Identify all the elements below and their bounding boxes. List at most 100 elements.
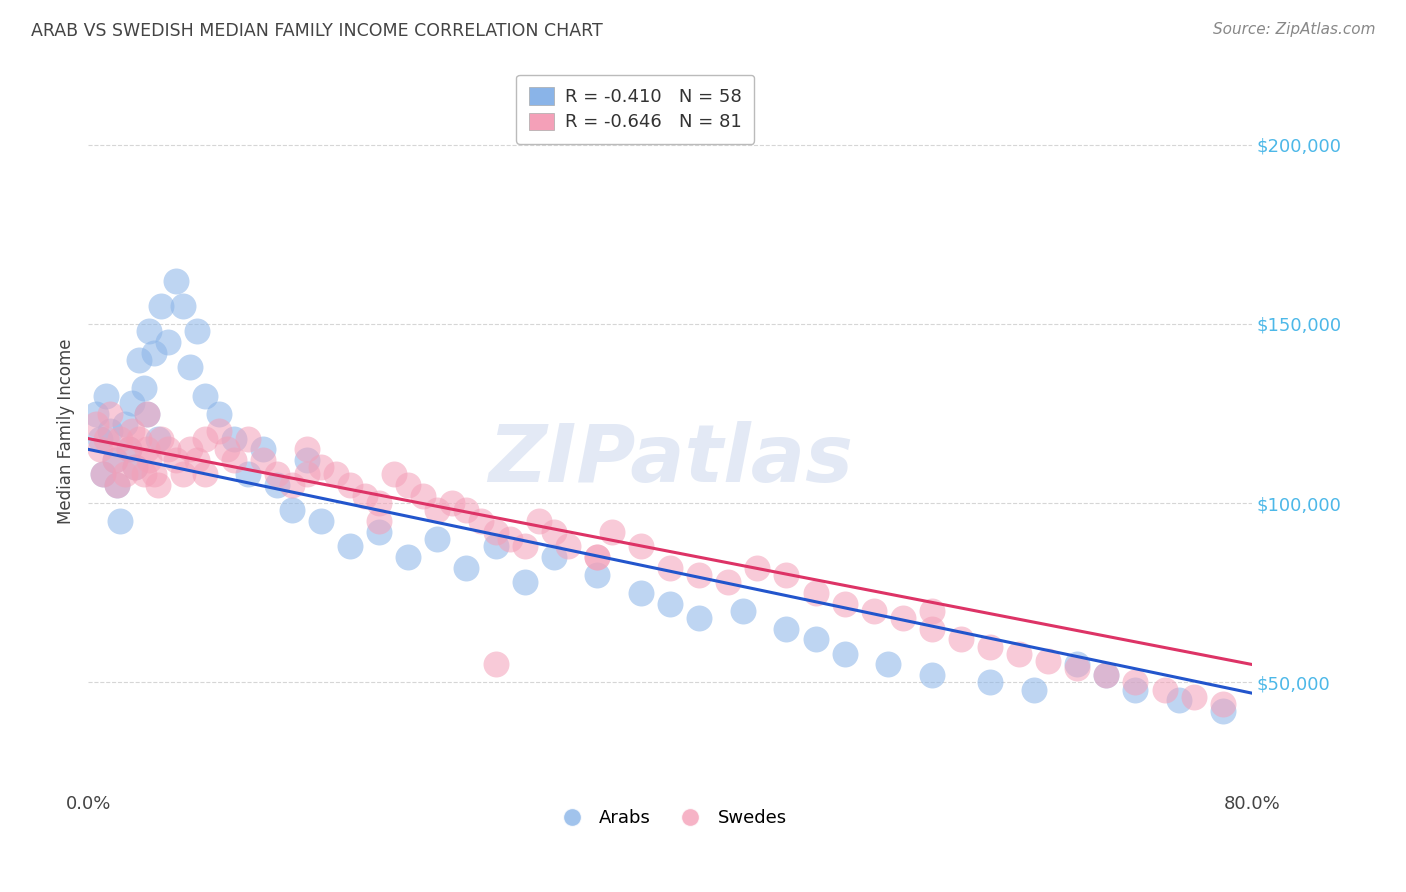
Point — [586, 549, 609, 564]
Point — [295, 442, 318, 457]
Point — [921, 622, 943, 636]
Point — [208, 425, 231, 439]
Point — [107, 478, 129, 492]
Point — [688, 611, 710, 625]
Point — [281, 503, 304, 517]
Point — [281, 478, 304, 492]
Point — [89, 442, 111, 457]
Point — [775, 567, 797, 582]
Point — [114, 467, 136, 482]
Point — [238, 467, 260, 482]
Point — [1008, 647, 1031, 661]
Point — [368, 514, 391, 528]
Point — [1125, 675, 1147, 690]
Point — [295, 453, 318, 467]
Point — [135, 407, 157, 421]
Legend: Arabs, Swedes: Arabs, Swedes — [547, 802, 794, 835]
Point — [353, 489, 375, 503]
Point — [121, 425, 143, 439]
Point — [368, 524, 391, 539]
Point — [91, 467, 114, 482]
Point — [148, 478, 170, 492]
Point — [138, 324, 160, 338]
Point — [630, 586, 652, 600]
Point — [586, 567, 609, 582]
Point — [309, 460, 332, 475]
Point — [949, 632, 972, 647]
Point — [979, 640, 1001, 654]
Point — [339, 478, 361, 492]
Point — [484, 657, 506, 672]
Point — [172, 299, 194, 313]
Point — [118, 442, 141, 457]
Point — [110, 432, 132, 446]
Point — [1095, 668, 1118, 682]
Point — [1212, 704, 1234, 718]
Point — [600, 524, 623, 539]
Point — [325, 467, 347, 482]
Point — [1038, 654, 1060, 668]
Point — [94, 388, 117, 402]
Point — [426, 532, 449, 546]
Point — [179, 359, 201, 374]
Text: ARAB VS SWEDISH MEDIAN FAMILY INCOME CORRELATION CHART: ARAB VS SWEDISH MEDIAN FAMILY INCOME COR… — [31, 22, 603, 40]
Point — [426, 503, 449, 517]
Point — [165, 274, 187, 288]
Point — [339, 539, 361, 553]
Point — [124, 460, 146, 475]
Point — [586, 549, 609, 564]
Point — [804, 632, 827, 647]
Point — [222, 432, 245, 446]
Point — [186, 453, 208, 467]
Point — [84, 407, 107, 421]
Point — [84, 417, 107, 432]
Point — [513, 539, 536, 553]
Point — [142, 345, 165, 359]
Point — [891, 611, 914, 625]
Text: ZIPatlas: ZIPatlas — [488, 421, 852, 500]
Point — [1095, 668, 1118, 682]
Point — [630, 539, 652, 553]
Point — [98, 425, 121, 439]
Point — [775, 622, 797, 636]
Point — [382, 467, 405, 482]
Point — [103, 453, 125, 467]
Point — [114, 417, 136, 432]
Point — [91, 467, 114, 482]
Point — [499, 532, 522, 546]
Point — [194, 467, 217, 482]
Point — [513, 574, 536, 589]
Point — [238, 432, 260, 446]
Point — [132, 467, 155, 482]
Point — [396, 478, 419, 492]
Point — [179, 442, 201, 457]
Point — [659, 597, 682, 611]
Point — [186, 324, 208, 338]
Point — [266, 467, 288, 482]
Point — [110, 514, 132, 528]
Point — [834, 647, 856, 661]
Point — [1066, 657, 1088, 672]
Point — [717, 574, 740, 589]
Point — [484, 524, 506, 539]
Point — [98, 407, 121, 421]
Point — [157, 442, 180, 457]
Point — [834, 597, 856, 611]
Point — [222, 453, 245, 467]
Point — [1066, 661, 1088, 675]
Point — [1212, 697, 1234, 711]
Point — [1153, 682, 1175, 697]
Point — [252, 453, 274, 467]
Point — [470, 514, 492, 528]
Point — [215, 442, 238, 457]
Point — [368, 496, 391, 510]
Point — [921, 604, 943, 618]
Point — [94, 432, 117, 446]
Point — [412, 489, 434, 503]
Point — [921, 668, 943, 682]
Point — [132, 381, 155, 395]
Point — [208, 407, 231, 421]
Point — [440, 496, 463, 510]
Point — [688, 567, 710, 582]
Point — [1182, 690, 1205, 704]
